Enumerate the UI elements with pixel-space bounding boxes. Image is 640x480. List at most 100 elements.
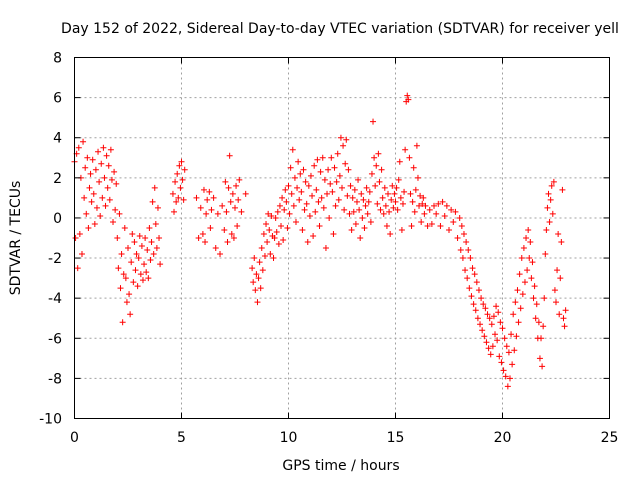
data-point [358, 190, 365, 197]
data-point [291, 174, 298, 181]
data-point [386, 208, 393, 215]
data-point [353, 198, 360, 205]
data-point [172, 178, 179, 185]
y-tick-labels: -10 -8 -6 -4 -2 0 2 4 6 8 [39, 51, 62, 428]
data-point [309, 192, 316, 199]
data-point [154, 204, 161, 211]
data-point [532, 315, 539, 322]
data-point [260, 230, 267, 237]
data-point [137, 271, 144, 278]
data-point [101, 174, 108, 181]
data-point [562, 307, 569, 314]
data-point [394, 206, 401, 213]
data-point [348, 226, 355, 233]
data-point [460, 230, 467, 237]
data-point [115, 265, 122, 272]
data-point [149, 198, 156, 205]
data-point [295, 158, 302, 165]
data-point [376, 178, 383, 185]
data-point [448, 206, 455, 213]
data-point [283, 198, 290, 205]
data-point [514, 287, 521, 294]
data-point [475, 287, 482, 294]
data-point [383, 222, 390, 229]
data-point [397, 194, 404, 201]
data-point [341, 206, 348, 213]
data-point [545, 190, 552, 197]
data-point [131, 239, 138, 246]
data-point [433, 210, 440, 217]
data-point [407, 190, 414, 197]
data-point [466, 285, 473, 292]
data-point [481, 333, 488, 340]
data-point [174, 170, 181, 177]
data-point [527, 239, 534, 246]
data-point [380, 210, 387, 217]
data-point [387, 230, 394, 237]
data-point [74, 265, 81, 272]
data-point [169, 190, 176, 197]
data-point [312, 208, 319, 215]
data-point [493, 303, 500, 310]
data-point [530, 295, 537, 302]
data-point [255, 275, 262, 282]
data-point [350, 208, 357, 215]
data-point [398, 226, 405, 233]
data-point [103, 152, 110, 159]
data-point [560, 315, 567, 322]
data-point [207, 224, 214, 231]
data-point [402, 146, 409, 153]
data-point [324, 190, 331, 197]
data-point [142, 235, 149, 241]
data-point [356, 206, 363, 213]
data-point [313, 186, 320, 193]
data-point [393, 184, 400, 191]
data-point [104, 184, 111, 191]
data-point [152, 220, 159, 227]
data-point [396, 158, 403, 165]
data-point [328, 154, 335, 161]
data-point [419, 200, 426, 207]
data-point [80, 138, 87, 145]
data-point [500, 367, 507, 374]
data-point [539, 363, 546, 370]
data-point [102, 202, 109, 209]
data-point [330, 230, 337, 237]
data-point [84, 154, 91, 161]
data-point [404, 92, 411, 99]
data-point [388, 196, 395, 203]
data-point [224, 239, 231, 246]
data-point [377, 206, 384, 213]
data-point [226, 152, 233, 159]
data-point [75, 144, 82, 151]
y-tick-label: 6 [53, 91, 62, 107]
y-tick-label: 0 [53, 211, 62, 227]
data-point [355, 176, 362, 183]
data-point [540, 323, 547, 330]
data-point [139, 277, 146, 284]
data-point [311, 162, 318, 169]
data-point [437, 222, 444, 229]
data-point [469, 265, 476, 272]
data-point [390, 204, 397, 211]
data-point [556, 311, 563, 318]
data-point [347, 182, 354, 189]
data-point [502, 373, 509, 380]
data-point [123, 299, 130, 306]
data-point [98, 160, 105, 167]
data-point [366, 188, 373, 195]
data-point [114, 235, 121, 241]
data-point [395, 176, 402, 183]
data-point [478, 295, 485, 302]
data-point [503, 343, 510, 350]
data-point [450, 218, 457, 225]
data-point [272, 214, 279, 221]
data-point [144, 247, 151, 254]
data-point [197, 204, 204, 211]
data-point [550, 178, 557, 185]
data-point [141, 261, 148, 268]
data-point [487, 351, 494, 358]
data-point [379, 194, 386, 201]
data-point [271, 235, 278, 241]
x-tick-labels: 0 5 10 15 20 25 [70, 430, 618, 446]
